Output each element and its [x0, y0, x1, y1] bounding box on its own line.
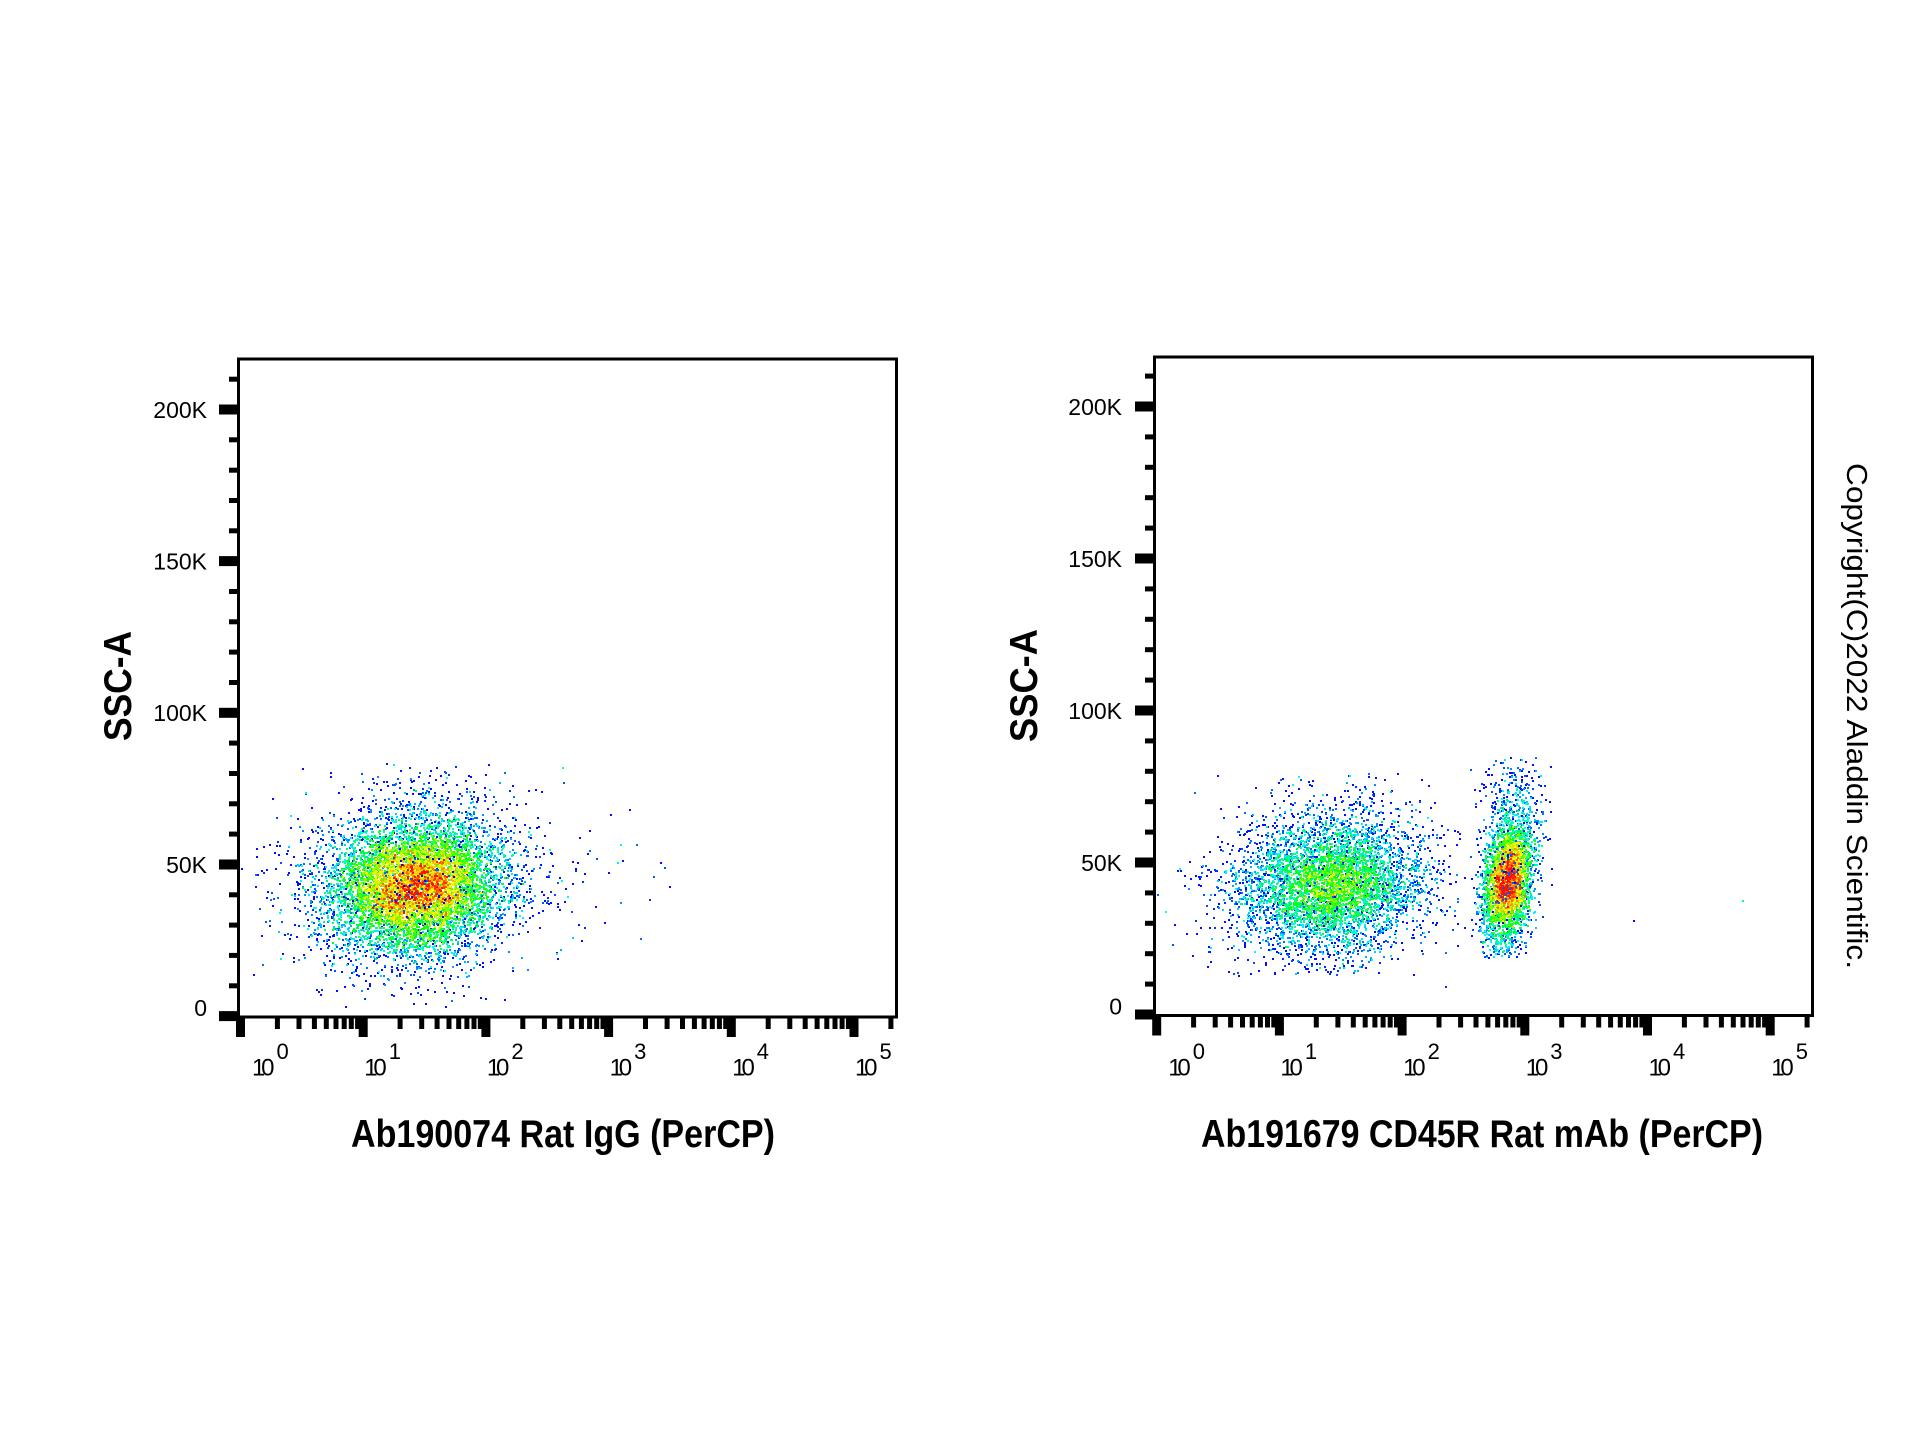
svg-text:3: 3 — [1550, 1039, 1562, 1064]
svg-text:10: 10 — [252, 1055, 275, 1082]
svg-text:0: 0 — [277, 1039, 289, 1064]
svg-text:Copyright(C)2022 Aladdin Scien: Copyright(C)2022 Aladdin Scientific. — [1840, 463, 1872, 969]
svg-text:5: 5 — [1796, 1039, 1808, 1064]
svg-text:200K: 200K — [1068, 394, 1122, 420]
svg-text:10: 10 — [1526, 1055, 1549, 1082]
svg-text:100K: 100K — [1068, 698, 1122, 724]
svg-text:0: 0 — [1109, 993, 1122, 1019]
svg-text:10: 10 — [364, 1055, 387, 1082]
svg-text:4: 4 — [757, 1039, 769, 1064]
svg-text:50K: 50K — [166, 852, 208, 878]
svg-text:10: 10 — [1168, 1055, 1191, 1082]
svg-text:50K: 50K — [1081, 850, 1123, 876]
svg-text:10: 10 — [1649, 1055, 1672, 1082]
svg-text:2: 2 — [511, 1039, 523, 1064]
svg-text:10: 10 — [855, 1055, 878, 1082]
svg-text:4: 4 — [1673, 1039, 1685, 1064]
svg-text:150K: 150K — [153, 549, 207, 575]
svg-text:0: 0 — [194, 995, 207, 1021]
svg-text:200K: 200K — [153, 397, 207, 423]
svg-text:2: 2 — [1428, 1039, 1440, 1064]
svg-text:10: 10 — [732, 1055, 755, 1082]
svg-text:150K: 150K — [1068, 546, 1122, 572]
svg-text:100K: 100K — [153, 700, 207, 726]
svg-text:10: 10 — [1771, 1055, 1794, 1082]
svg-text:10: 10 — [487, 1055, 510, 1082]
svg-text:0: 0 — [1193, 1039, 1205, 1064]
svg-text:1: 1 — [389, 1039, 401, 1064]
svg-text:10: 10 — [1403, 1055, 1426, 1082]
svg-text:SSC-A: SSC-A — [97, 631, 140, 741]
svg-text:5: 5 — [880, 1039, 892, 1064]
svg-text:SSC-A: SSC-A — [1003, 629, 1046, 742]
svg-text:10: 10 — [1280, 1055, 1303, 1082]
svg-text:1: 1 — [1305, 1039, 1317, 1064]
svg-text:10: 10 — [610, 1055, 633, 1082]
svg-text:3: 3 — [634, 1039, 646, 1064]
svg-text:Ab191679 CD45R Rat mAb (PerCP): Ab191679 CD45R Rat mAb (PerCP) — [1201, 1113, 1763, 1156]
svg-text:Ab190074 Rat IgG (PerCP): Ab190074 Rat IgG (PerCP) — [351, 1113, 775, 1156]
